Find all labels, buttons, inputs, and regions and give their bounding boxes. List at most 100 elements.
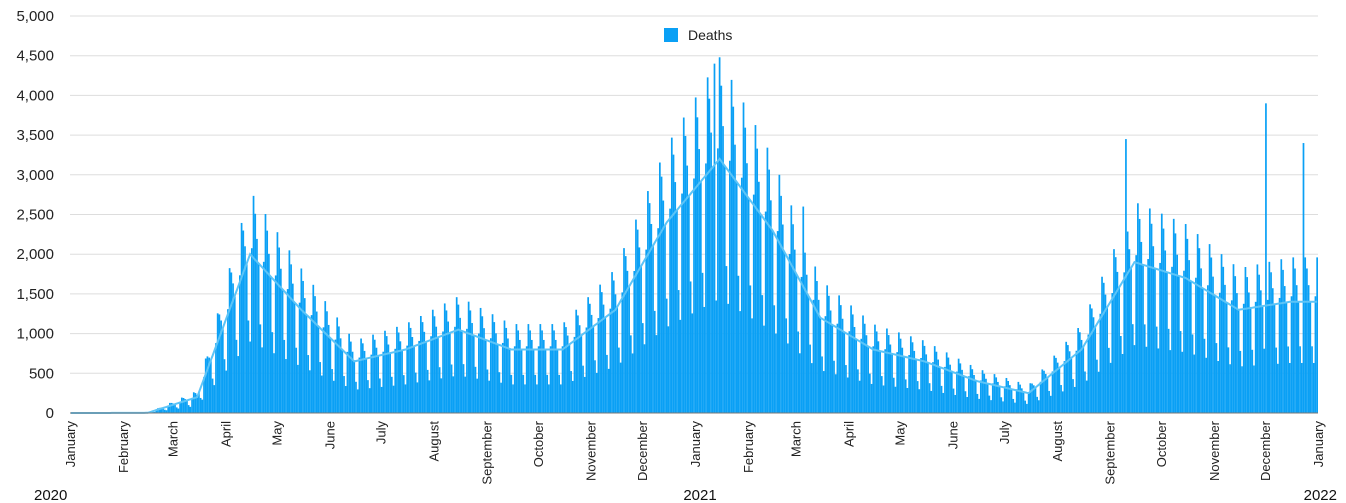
bar [701, 272, 704, 413]
bar [392, 385, 395, 413]
bar [259, 324, 262, 413]
bar [1218, 292, 1221, 413]
bar [440, 378, 443, 413]
bar [507, 338, 509, 413]
bar [611, 272, 613, 413]
bar [466, 328, 468, 413]
bar [674, 182, 677, 413]
bar [954, 394, 957, 413]
bar [1222, 266, 1225, 413]
bar [771, 230, 774, 413]
bar [705, 163, 707, 413]
bar [906, 387, 909, 413]
month-label: June [323, 421, 338, 449]
bar [356, 389, 359, 413]
bar [1213, 295, 1216, 413]
bar [696, 117, 699, 413]
bar [1189, 281, 1192, 413]
bar [315, 311, 318, 413]
bar [845, 365, 847, 413]
bar [679, 319, 682, 413]
bar [426, 369, 429, 413]
bar [249, 341, 251, 413]
bar [1007, 381, 1009, 413]
bar [578, 325, 581, 413]
bar [566, 335, 569, 413]
bar [834, 374, 837, 413]
bar [536, 384, 538, 413]
bar [882, 385, 885, 413]
bar [1198, 248, 1201, 413]
bar [163, 409, 166, 413]
bar [370, 354, 373, 413]
bar [162, 407, 164, 413]
bar [981, 370, 984, 413]
bar [694, 97, 697, 413]
bar [607, 368, 610, 413]
bar [1041, 369, 1044, 413]
bar [1166, 272, 1168, 413]
bar [932, 362, 934, 413]
bar [394, 348, 397, 413]
bar [706, 77, 709, 414]
month-label: February [741, 421, 756, 474]
bar [1043, 370, 1045, 413]
bar [746, 163, 748, 413]
bar [1065, 341, 1068, 413]
bar [841, 318, 844, 413]
bar [1012, 398, 1015, 413]
bar [329, 338, 332, 413]
bar [587, 297, 590, 413]
bar [585, 327, 588, 413]
bar [769, 200, 772, 413]
y-tick-label: 4,500 [16, 48, 54, 65]
month-label: January [63, 421, 78, 468]
bar [1128, 249, 1131, 413]
bar [571, 380, 574, 413]
bar [942, 392, 945, 413]
bar [1108, 347, 1110, 413]
bar [599, 284, 601, 413]
y-axis-tick-labels: 0 500 1,000 1,500 2,000 2,500 3,000 3,500 4,000 4… [16, 8, 54, 422]
bar [534, 374, 537, 413]
bar [795, 274, 798, 413]
bar [1031, 383, 1033, 413]
bar [647, 191, 649, 413]
bar [179, 402, 181, 413]
bar [1268, 261, 1271, 413]
y-tick-label: 500 [29, 365, 54, 382]
bar [373, 339, 376, 413]
bar [1003, 386, 1006, 413]
bar [1097, 371, 1100, 413]
bar [961, 369, 963, 413]
bar [196, 394, 199, 413]
bar [686, 165, 689, 413]
bar [559, 384, 562, 413]
bar [892, 377, 895, 413]
bar [172, 403, 175, 413]
bar [1140, 241, 1143, 413]
bar [360, 338, 362, 413]
bar [1101, 276, 1103, 413]
bar [602, 304, 605, 413]
bar [472, 335, 475, 413]
bar [995, 377, 998, 413]
bar [220, 320, 222, 413]
bar [720, 85, 723, 413]
bar [474, 366, 477, 413]
bar [1116, 271, 1119, 413]
bar [1232, 264, 1235, 413]
bar [855, 339, 858, 413]
bar [1302, 143, 1305, 414]
bar [783, 252, 786, 413]
bar [824, 316, 827, 413]
month-label: November [1207, 420, 1222, 481]
bar [561, 346, 564, 413]
bar [1225, 302, 1228, 413]
bar [858, 380, 861, 413]
bar [532, 349, 535, 413]
bar [616, 306, 619, 413]
bar [421, 322, 424, 413]
bar [416, 382, 419, 413]
bar [1154, 268, 1156, 413]
